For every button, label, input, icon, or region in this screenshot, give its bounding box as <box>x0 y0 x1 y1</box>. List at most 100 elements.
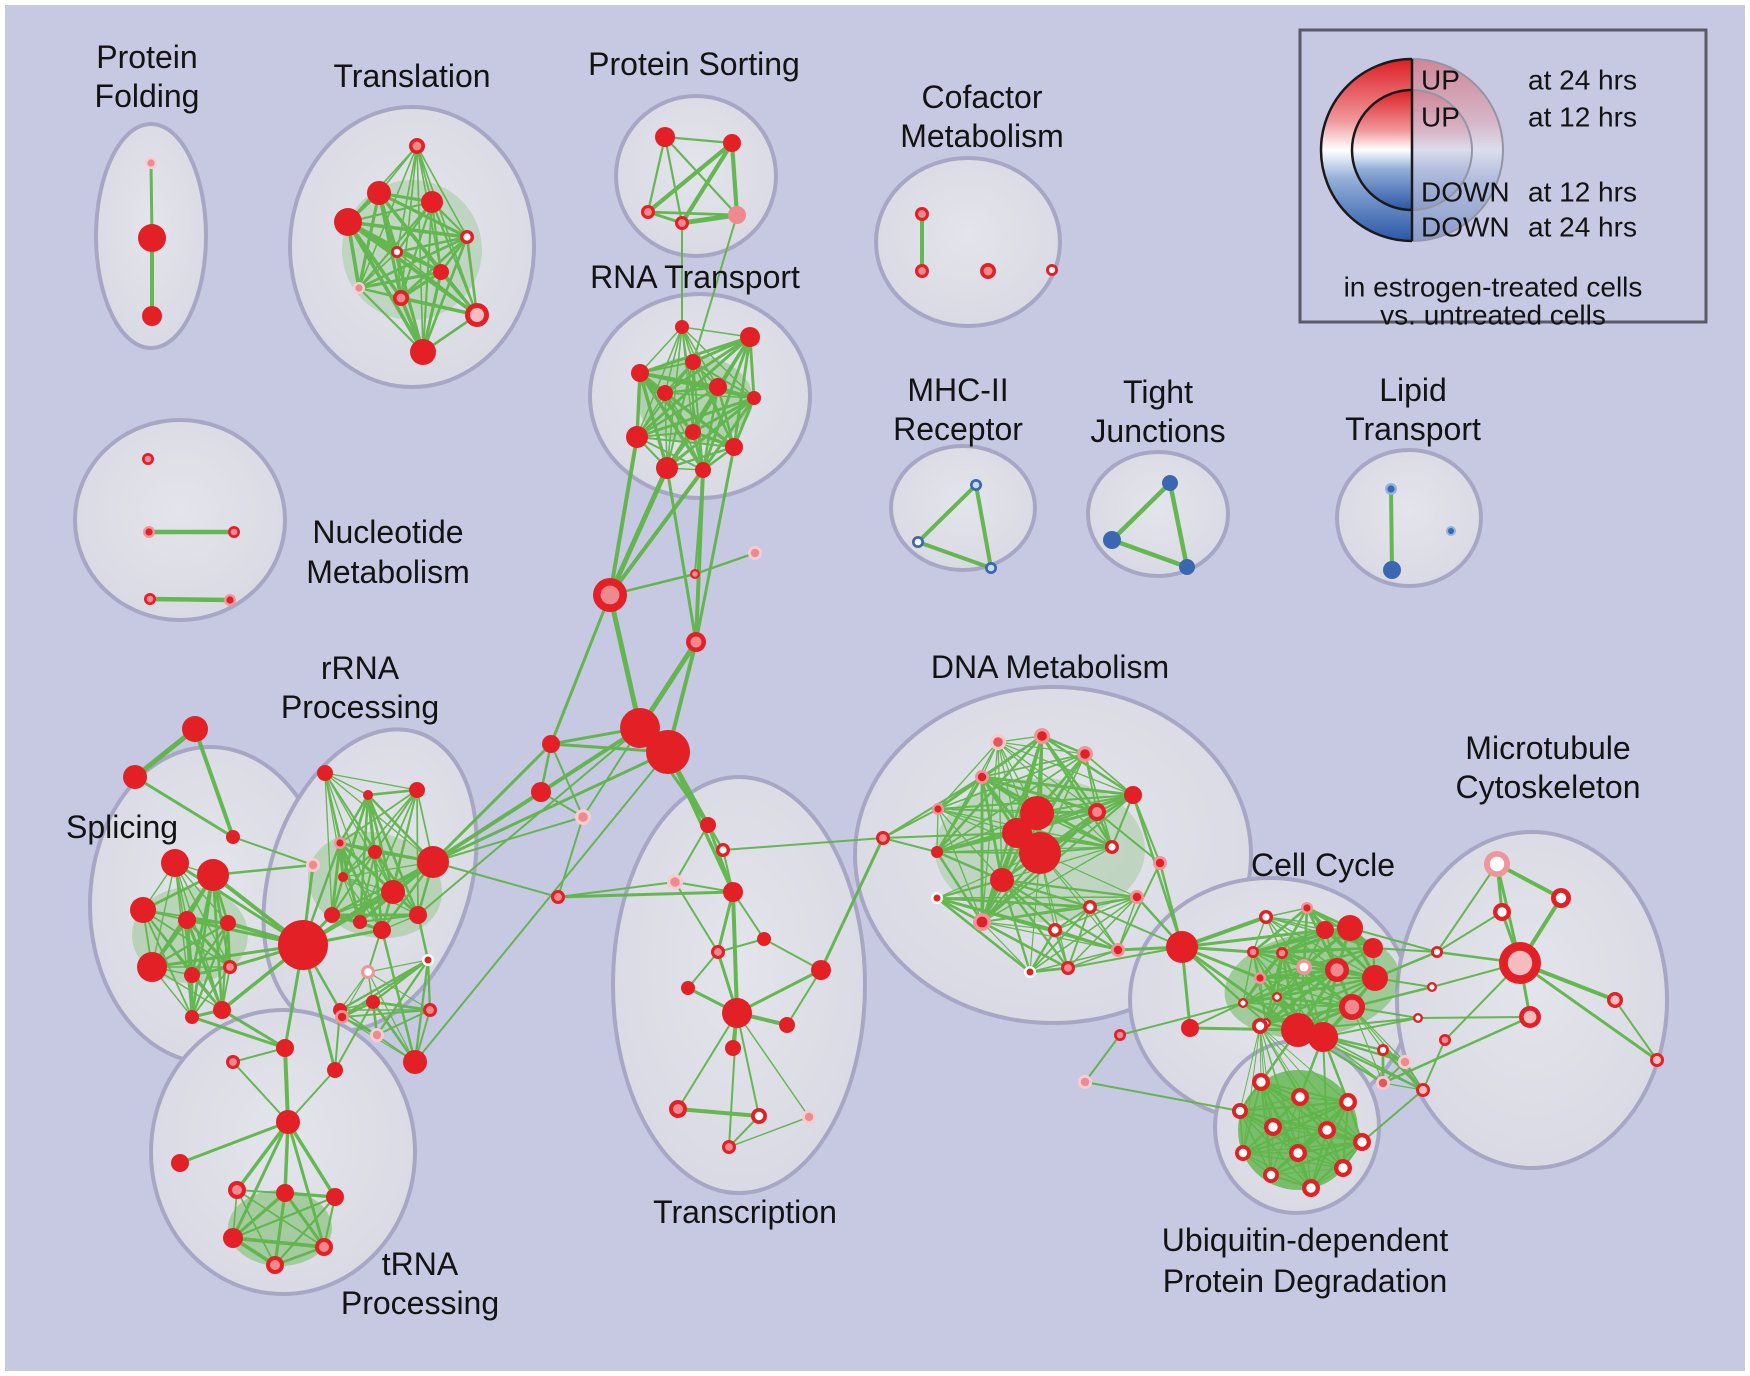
node-TR3 <box>334 208 362 236</box>
edge-TR4-TR8 <box>399 235 469 300</box>
node-UB5-core <box>1268 1122 1278 1132</box>
edge-RR4-SP1 <box>211 863 315 877</box>
node-CC17-core <box>1379 1046 1387 1054</box>
edge-UB0-UB7 <box>1242 1025 1261 1154</box>
node-PS1 <box>723 134 741 152</box>
node-RT4 <box>709 378 727 396</box>
edge-RR14-RR15 <box>338 958 430 1012</box>
node-DM23 <box>1166 931 1198 963</box>
edge-RR0-RR11 <box>324 772 383 931</box>
edge-CC13-CC14 <box>1264 1005 1354 1025</box>
edge-RT0-RT10 <box>666 326 683 469</box>
edge-DM17-DM18 <box>981 906 1091 923</box>
edge-MT8-MT7 <box>1417 1016 1531 1019</box>
node-CC15 <box>1281 1013 1315 1047</box>
protein-folding-label-line2: Folding <box>95 78 200 114</box>
edge-UB5-UB8 <box>1272 1126 1363 1143</box>
protein-sorting-ellipse <box>614 94 778 258</box>
node-NM1-core <box>145 528 153 536</box>
edge-RT0-RT1 <box>681 326 751 338</box>
edge-RR14-RR17 <box>426 958 432 1012</box>
edge-RR0-RR9 <box>324 772 333 916</box>
edge-X2-RR16 <box>334 1001 374 1071</box>
legend-direction-1: UP <box>1421 102 1460 133</box>
edge-PS3-PS4 <box>679 212 740 226</box>
node-CC8-core <box>1330 963 1344 977</box>
edge-SP0-SP7 <box>174 862 231 968</box>
edge-RR14-RR20 <box>375 958 430 1037</box>
node-SP9 <box>185 1010 199 1024</box>
edge-RR13-RR14 <box>367 959 429 973</box>
node-TX1-core <box>719 846 727 854</box>
node-PF0-core <box>147 159 155 167</box>
edge-TX8-TX3 <box>731 890 739 1015</box>
edge-TN4-TN7 <box>273 1195 337 1267</box>
edge-RR2-RR12 <box>416 789 419 916</box>
edge-RR14-RR19 <box>340 958 430 1019</box>
edge-TN3-TN7 <box>273 1191 287 1267</box>
edge-DM2-DM12 <box>935 734 1044 854</box>
edge-TR0-TR8 <box>400 145 418 299</box>
edge-TX11-TX12 <box>676 1107 761 1118</box>
node-TR0-core <box>412 141 422 151</box>
edge-MH0-MH2 <box>974 483 993 570</box>
legend-time-0: at 24 hrs <box>1528 65 1637 96</box>
node-TN1 <box>171 1154 189 1172</box>
edge-DM24-CC12 <box>1189 1002 1244 1029</box>
node-RR8 <box>381 880 405 904</box>
microtubule-cytoskeleton-ellipse <box>1395 830 1669 1170</box>
edge-DM18-DM19 <box>981 921 1056 931</box>
node-CC10-core <box>1256 974 1264 982</box>
node-CH0-core <box>600 585 620 605</box>
rna-transport-label: RNA Transport <box>590 259 800 295</box>
edge-RT10-CH0 <box>607 465 670 598</box>
edge-RR0-RR6 <box>324 772 344 878</box>
node-TX7 <box>681 981 695 995</box>
node-MH0-core <box>972 481 980 489</box>
edge-RT1-RT5 <box>663 335 752 395</box>
edge-TR4-TR5 <box>395 235 469 254</box>
rrna-processing-label-line2: Processing <box>281 689 439 725</box>
edge-RR17-RR19 <box>341 1009 431 1018</box>
node-TX13-core <box>804 1112 814 1122</box>
edge-TX8-TX13 <box>736 1012 810 1118</box>
edge-TN3-TN5 <box>231 1191 287 1240</box>
node-MH2-core <box>987 564 995 572</box>
edge-TR3-TR9 <box>346 220 479 317</box>
edge-UB10-UB11 <box>1270 1167 1344 1176</box>
edge-RR13-RR18 <box>367 971 416 1063</box>
edge-UB7-UB10 <box>1242 1152 1344 1169</box>
node-RR20-core <box>372 1030 382 1040</box>
node-RR13-core <box>364 968 372 976</box>
node-BR1-core <box>1116 1031 1124 1039</box>
node-DM13-core <box>1155 858 1165 868</box>
edge-DM1-DM6 <box>937 741 999 810</box>
edge-RT2-RT3 <box>638 360 695 375</box>
node-TX2-core <box>670 877 680 887</box>
edge-TJ0-TJ1 <box>1109 480 1173 543</box>
edge-ST1-ST2 <box>133 775 235 839</box>
node-NM2-core <box>230 528 238 536</box>
edge-ST2-RR4 <box>232 836 314 866</box>
node-TR6 <box>433 264 449 280</box>
edge-TX5-TX7 <box>687 951 719 989</box>
node-SP3 <box>178 911 196 929</box>
edge-RT11-CH3 <box>694 468 705 644</box>
node-SP4 <box>220 915 236 931</box>
node-RR2 <box>409 782 425 798</box>
node-DM10 <box>1019 832 1061 874</box>
edge-UB6-UB12 <box>1310 1129 1328 1189</box>
legend-ring-faded-half <box>1412 58 1504 242</box>
edge-TN5-TN6 <box>231 1236 326 1249</box>
ubiquitin-degradation-label-line2: Protein Degradation <box>1163 1263 1448 1299</box>
node-DM4-core <box>977 772 987 782</box>
node-ST2 <box>226 830 240 844</box>
edge-RT10-CH3 <box>665 466 698 644</box>
node-TR2 <box>421 191 443 213</box>
node-DM22-core <box>1064 964 1072 972</box>
node-TR4-core <box>463 233 471 241</box>
edge-UB8-UB9 <box>1296 1140 1364 1155</box>
node-TX11-core <box>673 1104 683 1114</box>
edge-DM23-CC15 <box>1180 945 1300 1032</box>
